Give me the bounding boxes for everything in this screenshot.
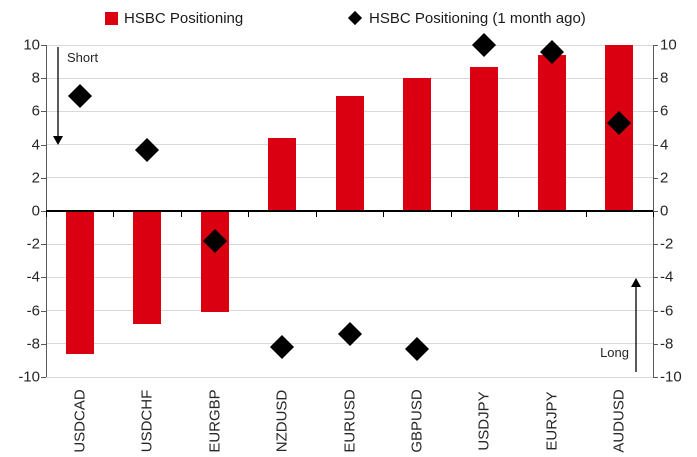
legend-label-month-ago: HSBC Positioning (1 month ago) [369,9,586,27]
bar-USDCAD [65,211,94,354]
y-tick-label-right: -8 [660,335,674,353]
diamond-USDJPY [472,32,497,58]
y-tick-label-left: -8 [26,335,40,353]
diamond-USDCAD [67,84,92,109]
x-label-EURGBP: EURGBP [206,389,224,453]
gridline [46,310,653,312]
x-label-USDJPY: USDJPY [475,391,493,451]
bar-GBPUSD [402,78,431,211]
legend-label-current: HSBC Positioning [124,9,244,27]
y-tick-label-left: 2 [31,169,40,187]
left-axis-tick [41,45,46,46]
y-tick-label-right: 6 [660,102,669,120]
y-tick-label-right: -10 [660,368,682,386]
gridline [46,376,653,378]
x-axis-tick [450,212,452,217]
y-tick-label-left: 8 [31,69,40,87]
gridline [46,44,653,46]
y-tick-label-left: 6 [31,102,40,120]
legend-item-month-ago: HSBC Positioning (1 month ago) [347,8,586,28]
x-axis-tick [113,212,115,217]
left-axis-tick [41,377,46,378]
right-axis-tick [653,310,658,312]
x-label-NZDUSD: NZDUSD [273,389,291,453]
bar-EURGBP [200,211,229,313]
y-tick-label-right: -2 [660,235,674,253]
zero-axis-line [46,210,653,212]
bar-USDCHF [133,211,162,324]
y-tick-label-right: -6 [660,302,674,320]
x-axis-tick [518,212,520,217]
bar-NZDUSD [268,137,297,211]
left-axis-tick [41,244,46,246]
diamond-USDCHF [135,137,160,162]
short-annotation-label: Short [67,50,99,65]
y-tick-label-left: -6 [26,302,40,320]
bar-USDJPY [470,66,499,211]
right-axis-tick [653,377,658,378]
left-axis-tick [41,177,46,179]
x-label-EURUSD: EURUSD [341,389,358,453]
gridline [46,276,653,278]
left-axis-tick [41,343,46,345]
y-tick-label-left: -2 [26,235,40,253]
diamond-NZDUSD [270,335,295,360]
right-axis-tick [653,244,658,246]
right-axis-tick [653,111,658,113]
right-axis-line [653,45,654,377]
y-tick-label-left: 4 [31,136,40,154]
y-tick-label-left: -4 [26,268,40,286]
y-tick-label-right: 2 [660,169,669,187]
y-tick-label-right: 4 [660,136,669,154]
x-axis-tick [315,212,317,217]
x-axis-tick [248,212,250,217]
y-tick-label-right: 8 [660,69,669,87]
diamond-EURUSD [337,321,362,346]
right-axis-tick [653,45,658,46]
right-axis-tick [653,277,658,279]
x-label-GBPUSD: GBPUSD [408,389,426,453]
right-axis-tick [653,144,658,146]
diamond-series-swatch-icon [347,10,363,26]
x-label-USDCAD: USDCAD [71,389,89,453]
x-label-EURJPY: EURJPY [543,391,561,451]
left-axis-tick [41,277,46,279]
y-tick-label-left: 0 [31,202,40,220]
diamond-GBPUSD [404,336,429,361]
x-axis-tick [585,212,587,217]
long-annotation-label: Long [600,345,629,360]
bar-EURJPY [537,54,566,211]
y-tick-label-left: -10 [18,368,40,386]
y-tick-label-right: 10 [660,36,677,54]
x-axis-tick [653,212,654,217]
long-arrowhead-icon [631,278,641,287]
right-axis-tick [653,177,658,179]
right-axis-tick [653,211,658,212]
left-axis-tick [41,310,46,312]
left-axis-tick [41,78,46,80]
gridline [46,243,653,245]
x-label-USDCHF: USDCHF [138,389,156,453]
x-axis-tick [180,212,182,217]
bar-series-swatch-icon [105,11,118,25]
right-axis-tick [653,343,658,345]
right-axis-tick [653,78,658,80]
legend-item-current: HSBC Positioning [105,8,243,28]
left-axis-tick [41,211,46,212]
y-tick-label-right: 0 [660,202,669,220]
x-label-AUDUSD: AUDUSD [610,389,628,453]
left-axis-tick [41,111,46,113]
x-axis-tick [383,212,385,217]
y-tick-label-left: 10 [23,36,40,54]
x-axis-tick [46,212,47,217]
bar-EURUSD [335,96,364,211]
left-axis-tick [41,144,46,146]
y-tick-label-right: -4 [660,268,674,286]
gridline [46,77,653,79]
